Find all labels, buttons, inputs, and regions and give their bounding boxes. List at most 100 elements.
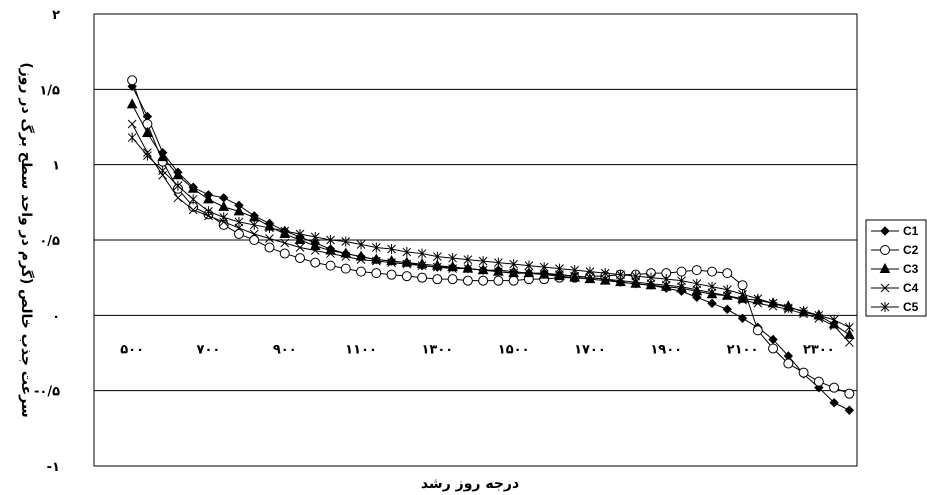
data-point [880,226,890,236]
data-point [753,293,763,304]
data-point [691,265,702,276]
data-point [707,281,717,292]
x-axis-tick-labels: ۵۰۰ ۷۰۰ ۹۰۰ ۱۱۰۰ ۱۳۰۰ ۱۵۰۰ ۱۷۰۰ ۱۹۰۰ ۲۱۰۰ ۲۳۰۰ [120,342,834,357]
legend-item-c4: C4 [871,281,919,295]
data-point [738,289,747,300]
data-point [204,206,213,217]
data-point [356,239,366,250]
data-point [768,343,779,354]
data-point [493,275,504,286]
data-point [585,266,595,277]
legend-item-c5: C5 [871,300,919,314]
data-point [309,239,321,251]
data-point [371,242,381,253]
data-point [341,252,351,261]
data-point [188,194,198,205]
data-point [692,278,702,289]
plot-area-frame [93,13,858,467]
data-point [173,193,183,203]
data-point [829,314,839,325]
data-point [676,266,687,277]
x-tick-label: ۹۰۰ [273,342,297,357]
data-point [325,260,336,271]
legend-label: C5 [903,300,919,314]
data-point [127,132,137,143]
data-point [233,205,245,216]
data-point [173,180,183,191]
data-point [417,272,428,283]
data-point [880,283,890,293]
data-point [813,376,824,387]
data-point [692,292,702,302]
data-point [508,267,519,278]
data-point [829,398,839,408]
data-point [371,268,382,279]
y-tick-label: ۰/۵ [39,234,60,249]
data-point [631,271,641,282]
data-point [249,219,259,230]
data-point [295,228,305,239]
data-point [310,231,320,242]
data-point [218,200,230,211]
data-point [524,268,534,278]
data-point [249,229,259,239]
data-point [326,249,335,258]
data-point [880,302,890,312]
data-point [616,269,625,280]
data-point [844,405,855,415]
data-point [508,275,519,286]
x-axis-title: درجه روز رشد [421,476,519,492]
y-tick-label: ۰ [52,309,60,324]
data-point [295,243,305,252]
data-point [677,275,686,286]
data-point [845,322,854,333]
data-point [477,264,489,275]
data-point [158,165,168,176]
legend-item-c1: C1 [871,224,919,238]
legend-label: C1 [903,224,919,238]
data-point [127,75,138,86]
data-point [295,253,306,264]
data-point [845,338,854,347]
data-point [340,263,351,274]
data-point [478,265,488,275]
data-point [234,216,244,227]
data-point [356,266,367,277]
x-tick-label: ۷۰۰ [197,342,221,357]
data-point [432,274,443,285]
data-point [448,264,457,273]
data-point [402,259,412,269]
data-point [448,253,457,264]
data-point [493,265,504,276]
data-point [879,262,891,273]
data-point [402,247,412,258]
data-point [494,257,503,268]
data-point [187,182,199,193]
data-point [432,262,442,272]
data-point [265,222,274,233]
data-point [462,262,474,273]
data-point [432,251,442,262]
data-point [799,305,808,316]
data-point [783,302,793,313]
data-point [386,269,397,280]
data-point [538,268,550,279]
legend: C1 C2 C3 C4 C5 [865,219,927,317]
legend-label: C3 [903,262,919,276]
data-point [646,272,656,283]
data-point [768,298,778,309]
data-point [294,233,306,244]
x-tick-label: ۱۱۰۰ [345,342,377,357]
data-point [341,236,351,247]
data-point [478,256,488,267]
series-line-c4 [131,123,850,343]
data-point [463,254,473,265]
x-tick-label: ۲۱۰۰ [727,342,759,357]
data-point [844,388,855,399]
y-axis-tick-labels: ۲ ۱/۵ ۱ ۰/۵ ۰ -۰/۵ -۱ [34,8,60,475]
data-point [661,274,671,285]
x-tick-label: ۱۹۰۰ [650,342,682,357]
data-point [279,248,290,259]
legend-item-c3: C3 [871,262,919,276]
